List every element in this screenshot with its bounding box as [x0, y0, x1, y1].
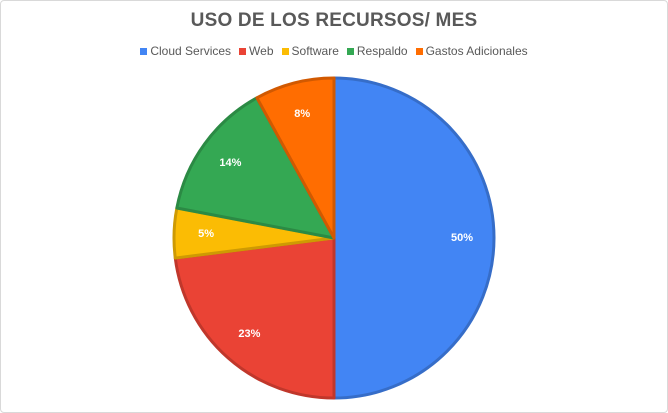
pie-slice-label: 8% — [294, 108, 310, 120]
legend-label: Software — [291, 44, 339, 58]
pie-slice-label: 23% — [238, 328, 260, 340]
chart-legend: Cloud Services Web Software Respaldo Gas… — [0, 44, 668, 58]
legend-label: Gastos Adicionales — [425, 44, 528, 58]
legend-item-software[interactable]: Software — [281, 44, 339, 58]
legend-swatch — [415, 47, 423, 55]
pie-slice-respaldo[interactable] — [175, 96, 336, 240]
pie-labels: 50% 23% 5% 14% 8% — [198, 108, 473, 340]
legend-label: Respaldo — [356, 44, 408, 58]
pie-slice-web[interactable] — [173, 236, 336, 400]
pie-slice-label: 14% — [219, 157, 241, 169]
legend-swatch — [281, 47, 289, 55]
legend-item-cloud-services[interactable]: Cloud Services — [140, 44, 231, 58]
pie-slices — [172, 76, 496, 400]
pie-slice-label: 5% — [198, 228, 214, 240]
legend-swatch — [239, 47, 247, 55]
pie-slice-label: 50% — [451, 232, 473, 244]
pie-slice-cloud-services[interactable] — [332, 76, 496, 400]
legend-label: Cloud Services — [150, 44, 232, 58]
chart-title: USO DE LOS RECURSOS/ MES — [190, 10, 478, 31]
legend-label: Web — [249, 44, 274, 58]
legend-swatch — [346, 47, 354, 55]
legend-item-gastos-adicionales[interactable]: Gastos Adicionales — [415, 44, 528, 58]
legend-item-web[interactable]: Web — [239, 44, 274, 58]
legend-swatch — [140, 47, 148, 55]
legend-item-respaldo[interactable]: Respaldo — [346, 44, 408, 58]
pie-slice-gastos-adicionales[interactable] — [255, 76, 336, 240]
